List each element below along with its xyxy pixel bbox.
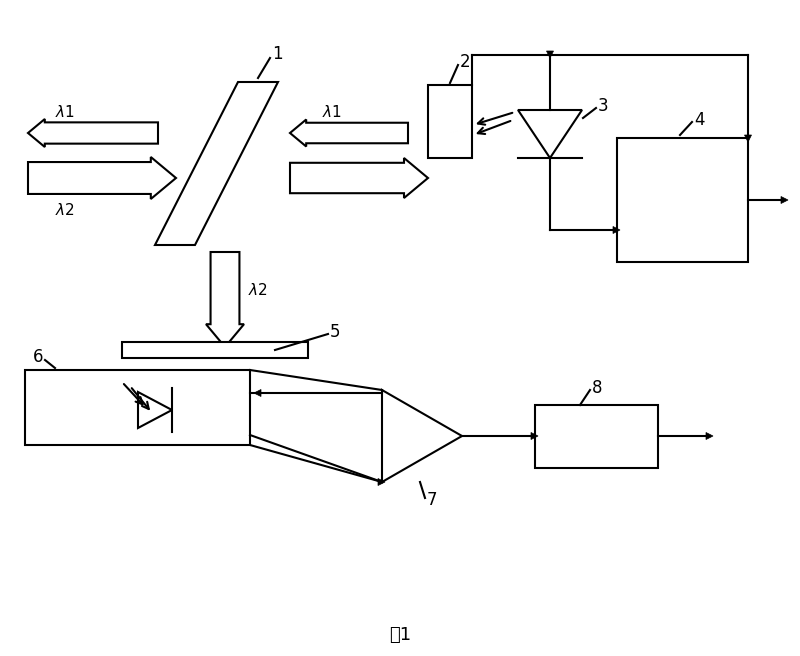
Bar (25, 370, 250, 445)
Text: 7: 7 (427, 491, 438, 509)
Polygon shape (518, 110, 582, 158)
Polygon shape (382, 390, 462, 482)
Bar (535, 405, 658, 468)
Polygon shape (206, 252, 244, 347)
Polygon shape (254, 390, 261, 396)
Polygon shape (781, 197, 788, 203)
Polygon shape (290, 158, 428, 198)
Text: $\lambda$2: $\lambda$2 (55, 202, 75, 218)
Text: 5: 5 (330, 323, 341, 341)
Polygon shape (378, 478, 385, 485)
Polygon shape (706, 432, 713, 440)
Text: $\lambda$1: $\lambda$1 (55, 104, 75, 120)
Polygon shape (613, 226, 620, 234)
Polygon shape (28, 119, 158, 147)
Bar (617, 138, 748, 262)
Bar (428, 85, 472, 158)
Text: $\lambda$1: $\lambda$1 (322, 104, 342, 120)
Text: $\lambda$2: $\lambda$2 (248, 282, 268, 298)
Polygon shape (745, 135, 751, 142)
Text: 6: 6 (33, 348, 43, 366)
Text: 4: 4 (694, 111, 705, 129)
Text: 3: 3 (598, 97, 609, 115)
Polygon shape (290, 119, 408, 146)
Polygon shape (28, 157, 176, 199)
Polygon shape (531, 432, 538, 440)
Polygon shape (138, 392, 172, 428)
Text: 图1: 图1 (389, 626, 411, 644)
Text: 1: 1 (272, 45, 282, 63)
Bar (122, 342, 308, 358)
Text: 8: 8 (592, 379, 602, 397)
Text: 2: 2 (460, 53, 470, 71)
Polygon shape (546, 51, 554, 58)
Polygon shape (155, 82, 278, 245)
